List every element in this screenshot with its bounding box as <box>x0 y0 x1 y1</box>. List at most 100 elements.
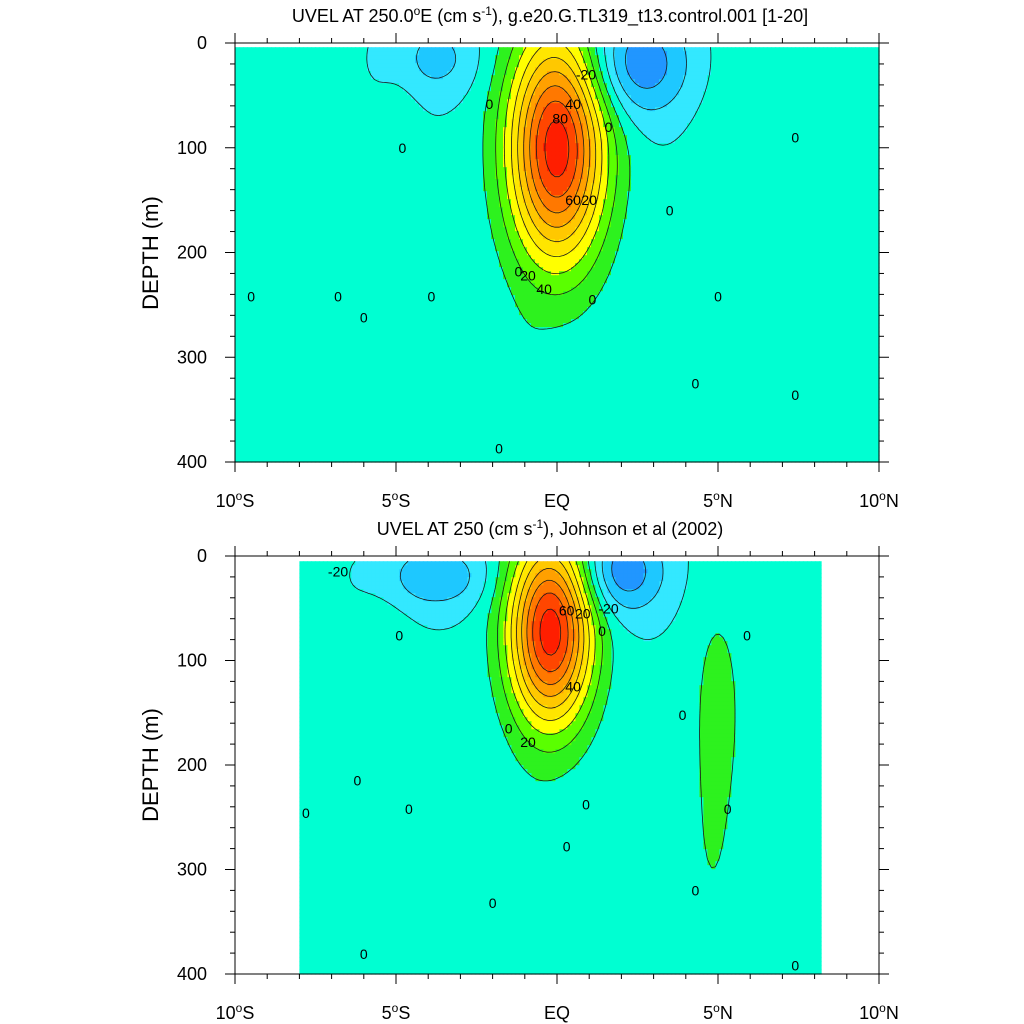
field-cell <box>407 75 412 80</box>
field-cell <box>723 127 728 132</box>
field-cell <box>871 155 876 160</box>
field-cell <box>335 51 340 56</box>
field-cell <box>415 127 420 132</box>
field-cell <box>851 91 856 96</box>
field-cell <box>555 47 560 52</box>
field-cell <box>687 103 692 108</box>
field-cell <box>471 107 476 112</box>
field-cell <box>583 131 588 136</box>
field-cell <box>307 63 312 68</box>
field-cell <box>487 147 492 152</box>
field-cell <box>839 79 844 84</box>
field-cell <box>823 131 828 136</box>
field-cell <box>699 123 704 128</box>
field-cell <box>643 151 648 156</box>
field-cell <box>819 75 824 80</box>
field-cell <box>795 163 800 168</box>
field-cell <box>471 151 476 156</box>
field-cell <box>671 143 676 148</box>
field-cell <box>235 139 240 144</box>
field-cell <box>831 107 836 112</box>
field-cell <box>739 67 744 72</box>
field-cell <box>367 87 372 92</box>
field-cell <box>575 55 580 60</box>
field-cell <box>823 115 828 120</box>
field-cell <box>567 163 572 168</box>
field-cell <box>335 83 340 88</box>
field-cell <box>243 171 248 176</box>
field-cell <box>271 47 276 52</box>
field-cell <box>799 131 804 136</box>
field-cell <box>383 87 388 92</box>
field-cell <box>747 47 752 52</box>
field-cell <box>323 159 328 164</box>
field-cell <box>747 87 752 92</box>
field-cell <box>267 131 272 136</box>
field-cell <box>427 71 432 76</box>
field-cell <box>719 115 724 120</box>
field-cell <box>843 163 848 168</box>
field-cell <box>623 119 628 124</box>
field-cell <box>431 127 436 132</box>
field-cell <box>271 95 276 100</box>
field-cell <box>743 143 748 148</box>
field-cell <box>823 135 828 140</box>
field-cell <box>319 135 324 140</box>
field-cell <box>367 159 372 164</box>
field-cell <box>739 83 744 88</box>
field-cell <box>475 87 480 92</box>
field-cell <box>415 135 420 140</box>
field-cell <box>387 83 392 88</box>
field-cell <box>243 151 248 156</box>
field-cell <box>383 135 388 140</box>
field-cell <box>747 127 752 132</box>
field-cell <box>447 63 452 68</box>
field-cell <box>263 147 268 152</box>
field-cell <box>803 75 808 80</box>
field-cell <box>871 75 876 80</box>
field-cell <box>295 131 300 136</box>
field-cell <box>759 147 764 152</box>
field-cell <box>863 163 868 168</box>
field-cell <box>559 139 564 144</box>
field-cell <box>791 147 796 152</box>
field-cell <box>855 47 860 52</box>
field-cell <box>703 51 708 56</box>
field-cell <box>255 119 260 124</box>
field-cell <box>271 75 276 80</box>
field-cell <box>407 59 412 64</box>
field-cell <box>823 75 828 80</box>
field-cell <box>607 155 612 160</box>
field-cell <box>451 71 456 76</box>
field-cell <box>787 115 792 120</box>
field-cell <box>467 131 472 136</box>
field-cell <box>311 167 316 172</box>
field-cell <box>847 67 852 72</box>
field-cell <box>259 47 264 52</box>
field-cell <box>727 75 732 80</box>
field-cell <box>471 111 476 116</box>
field-cell <box>315 123 320 128</box>
field-cell <box>623 163 628 168</box>
field-cell <box>383 147 388 152</box>
field-cell <box>343 147 348 152</box>
field-cell <box>475 115 480 120</box>
field-cell <box>771 139 776 144</box>
field-cell <box>835 119 840 124</box>
field-cell <box>863 111 868 116</box>
field-cell <box>647 83 652 88</box>
field-cell <box>635 143 640 148</box>
field-cell <box>383 131 388 136</box>
field-cell <box>279 135 284 140</box>
field-cell <box>239 143 244 148</box>
field-cell <box>451 95 456 100</box>
field-cell <box>851 71 856 76</box>
field-cell <box>451 135 456 140</box>
field-cell <box>459 143 464 148</box>
field-cell <box>799 139 804 144</box>
field-cell <box>643 131 648 136</box>
field-cell <box>255 143 260 148</box>
field-cell <box>351 103 356 108</box>
field-cell <box>331 71 336 76</box>
field-cell <box>371 163 376 168</box>
